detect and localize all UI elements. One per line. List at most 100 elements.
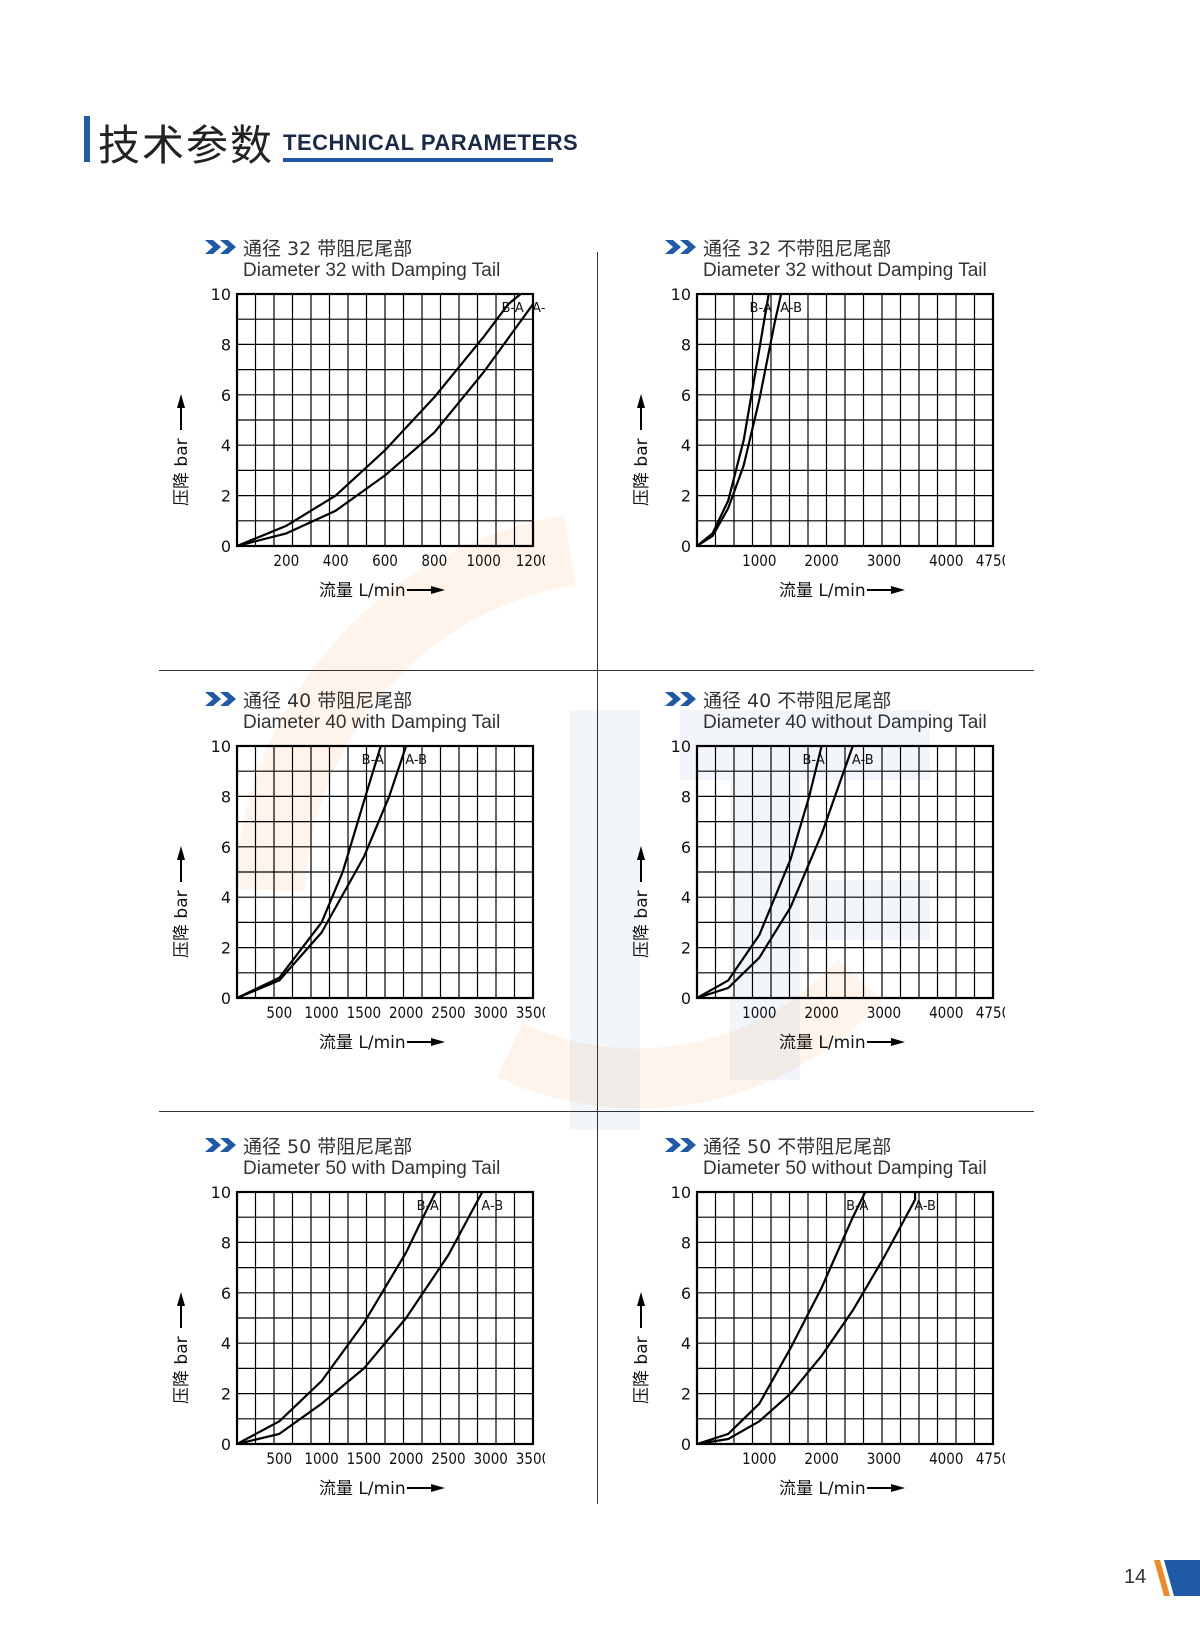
y-tick-label: 10 — [211, 740, 231, 756]
x-tick-label: 2000 — [389, 1449, 423, 1468]
chart-panel: 通径 50 带阻尼尾部 Diameter 50 with Damping Tail… — [172, 1134, 665, 1554]
y-tick-label: 0 — [221, 537, 231, 556]
y-tick-label: 8 — [221, 787, 231, 806]
y-tick-label: 4 — [221, 888, 231, 907]
x-axis-label: 流量 L/min — [319, 581, 406, 601]
x-axis-arrow-icon — [407, 1038, 445, 1046]
x-axis-label: 流量 L/min — [779, 1479, 866, 1499]
series-label: A-B — [780, 301, 802, 316]
chart-grid — [237, 294, 533, 546]
chart-title-en: Diameter 40 with Damping Tail — [243, 712, 501, 733]
x-tick-label: 1500 — [347, 1449, 381, 1468]
chart-svg: 0 2 4 6 8 10 1000 2000 3000 4000 4750 流量 L/min 压降 ba… — [632, 288, 1005, 601]
x-axis-arrow-icon — [867, 586, 905, 594]
y-tick-label: 2 — [221, 487, 231, 506]
series-label: A-B — [852, 753, 874, 768]
x-tick-label: 200 — [273, 551, 299, 570]
y-tick-label: 6 — [681, 386, 691, 405]
y-tick-label: 6 — [221, 386, 231, 405]
chart-grid — [697, 746, 993, 998]
y-tick-label: 10 — [671, 740, 691, 756]
x-tick-label: 1000 — [742, 551, 776, 570]
x-tick-label: 1000 — [304, 1003, 338, 1022]
y-tick-label: 2 — [221, 939, 231, 958]
series-label: A-B — [914, 1199, 936, 1214]
chart-svg: 0 2 4 6 8 10 1000 2000 3000 4000 4750 流量 L/min 压降 ba… — [632, 1186, 1005, 1499]
x-axis-label: 流量 L/min — [779, 581, 866, 601]
x-tick-label: 1000 — [742, 1003, 776, 1022]
x-tick-label: 1000 — [466, 551, 500, 570]
chart-title-en: Diameter 40 without Damping Tail — [703, 712, 987, 733]
plot-frame — [695, 1190, 995, 1446]
chart-title-en: Diameter 50 without Damping Tail — [703, 1158, 987, 1179]
x-axis-label: 流量 L/min — [319, 1033, 406, 1053]
chart-svg: 0 2 4 6 8 10 1000 2000 3000 4000 4750 流量 L/min 压降 ba… — [632, 740, 1005, 1053]
chart-title-cn: 通径 40 带阻尼尾部 — [243, 690, 413, 712]
x-tick-label: 4750 — [976, 1449, 1005, 1468]
chart-svg: 0 2 4 6 8 10 500 1000 1500 2000 2500 3000 3500 流量 L/m… — [172, 740, 545, 1053]
page-tab-graphic — [1154, 1560, 1200, 1596]
y-tick-label: 6 — [221, 838, 231, 857]
series-line-b-a — [696, 1191, 867, 1446]
plot-frame — [235, 1190, 535, 1446]
series-label: B-A — [846, 1199, 868, 1214]
page-number: 14 — [1124, 1566, 1147, 1588]
header-underline — [283, 158, 553, 162]
chart-title-cn: 通径 32 不带阻尼尾部 — [703, 238, 892, 260]
y-axis-arrow-icon — [177, 394, 185, 430]
series-line-a-b — [696, 293, 783, 547]
y-tick-label: 8 — [681, 335, 691, 354]
chart-panel: 通径 32 不带阻尼尾部 Diameter 32 without Damping … — [632, 236, 1125, 656]
y-axis-label: 压降 bar — [172, 438, 192, 506]
chart-title-cn: 通径 32 带阻尼尾部 — [243, 238, 413, 260]
x-tick-label: 4000 — [929, 1449, 963, 1468]
y-tick-label: 4 — [221, 1334, 231, 1353]
double-chevron-icon — [205, 692, 236, 706]
y-axis-arrow-icon — [637, 1292, 645, 1328]
x-tick-label: 3000 — [474, 1449, 508, 1468]
x-axis-arrow-icon — [867, 1038, 905, 1046]
x-axis-label: 流量 L/min — [779, 1033, 866, 1053]
y-tick-label: 8 — [681, 787, 691, 806]
series-line-a-b — [236, 1191, 484, 1446]
grid-divider-horizontal — [159, 670, 1034, 671]
y-tick-label: 10 — [211, 1186, 231, 1202]
x-tick-label: 500 — [266, 1003, 292, 1022]
series-line-a-b — [696, 745, 854, 1000]
chart-panel: 通径 40 带阻尼尾部 Diameter 40 with Damping Tail… — [172, 688, 665, 1108]
y-tick-label: 6 — [681, 838, 691, 857]
series-line-a-b — [236, 303, 534, 548]
y-tick-label: 4 — [681, 888, 691, 907]
plot-frame — [695, 292, 995, 548]
series-label: A-B — [481, 1199, 503, 1214]
series-label: A-B — [405, 753, 427, 768]
x-tick-label: 3500 — [516, 1003, 545, 1022]
x-axis-arrow-icon — [867, 1484, 905, 1492]
series-label: B-A — [362, 753, 384, 768]
y-axis-arrow-icon — [177, 846, 185, 882]
x-tick-label: 1200 — [516, 551, 545, 570]
series-line-a-b — [696, 1192, 917, 1446]
y-tick-label: 2 — [681, 1385, 691, 1404]
double-chevron-icon — [205, 1138, 236, 1152]
y-axis-label: 压降 bar — [632, 438, 652, 506]
x-tick-label: 600 — [372, 551, 398, 570]
series-line-b-a — [236, 293, 522, 548]
y-tick-label: 8 — [681, 1233, 691, 1252]
x-tick-label: 4750 — [976, 551, 1005, 570]
plot-frame — [235, 292, 535, 548]
x-tick-label: 3000 — [474, 1003, 508, 1022]
x-tick-label: 1000 — [304, 1449, 338, 1468]
x-tick-label: 3500 — [516, 1449, 545, 1468]
y-tick-label: 0 — [221, 989, 231, 1008]
chart-panel: 通径 32 带阻尼尾部 Diameter 32 with Damping Tail… — [172, 236, 665, 656]
y-tick-label: 6 — [681, 1284, 691, 1303]
chart-grid — [697, 1192, 993, 1444]
double-chevron-icon — [665, 240, 696, 254]
series-line-a-b — [236, 745, 408, 1000]
chart-svg: 0 2 4 6 8 10 200 400 600 800 1000 1200 流量 L/min 压降 ba… — [172, 288, 545, 601]
series-line-b-a — [696, 293, 770, 547]
y-axis-arrow-icon — [637, 846, 645, 882]
y-tick-label: 10 — [671, 1186, 691, 1202]
grid-divider-vertical — [597, 252, 598, 1504]
